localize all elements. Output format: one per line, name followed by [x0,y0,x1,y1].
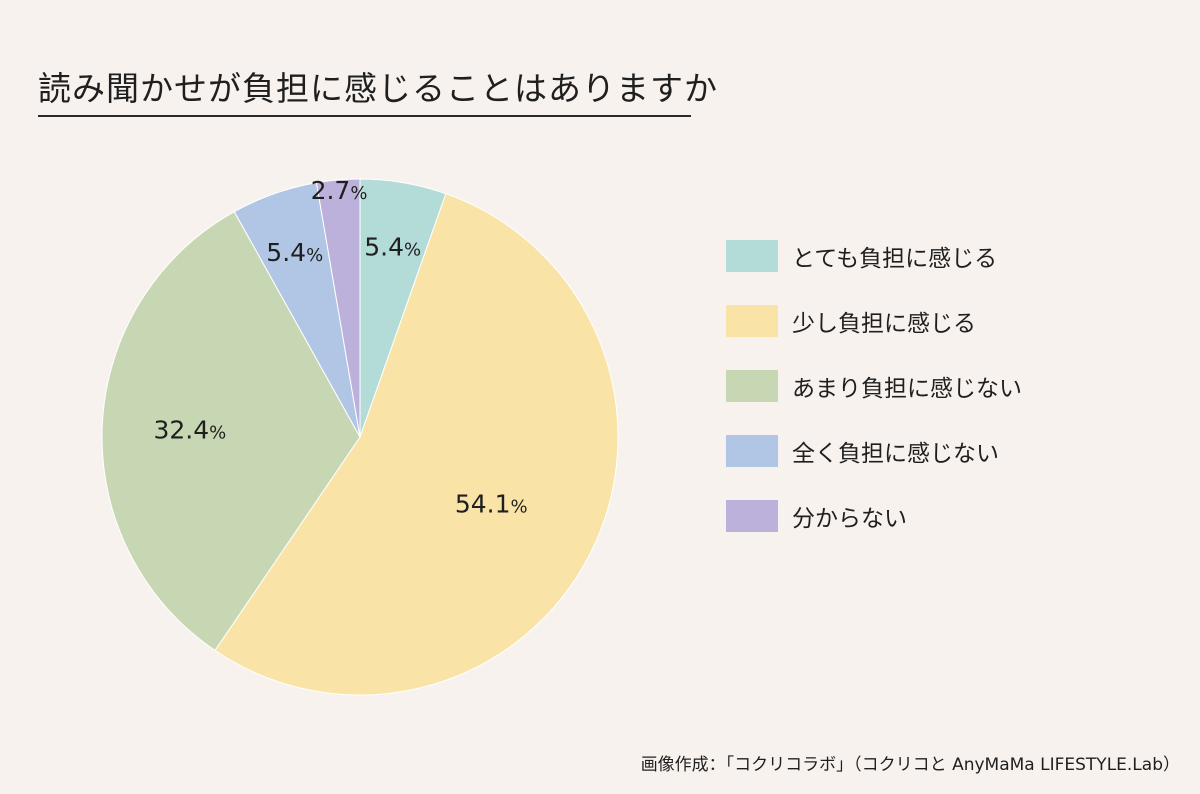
pie-slice [214,193,619,696]
image-credit: 画像作成：「コクリコラボ」（コクリコと AnyMaMa LIFESTYLE.La… [640,755,1180,775]
legend-item: 全く負担に感じない [726,435,1022,467]
slice-value-label: 5.4% [266,238,323,267]
legend-label: あまり負担に感じない [792,376,1022,402]
legend-swatch [726,500,778,532]
legend-swatch [726,305,778,337]
legend-item: 分からない [726,500,1022,532]
slice-value-label: 54.1% [455,489,528,518]
slice-value-label: 2.7% [311,176,368,205]
title-underline [38,115,691,117]
legend-label: 分からない [792,506,907,532]
legend-swatch [726,370,778,402]
slice-value-label: 32.4% [153,416,226,445]
chart-title: 読み聞かせが負担に感じることはありますか [38,69,718,108]
legend-swatch [726,240,778,272]
legend-item: あまり負担に感じない [726,370,1022,402]
legend: とても負担に感じる 少し負担に感じるあまり負担に感じない 全く負担に感じない 分からな… [726,240,1022,565]
pie-slice [101,211,361,652]
legend-item: とても負担に感じる [726,240,1022,272]
legend-label: とても負担に感じる [792,246,998,272]
legend-label: 少し負担に感じる [792,311,976,337]
legend-item: 少し負担に感じる [726,305,1022,337]
legend-swatch [726,435,778,467]
legend-label: 全く負担に感じない [792,441,999,467]
slice-value-label: 5.4% [364,232,421,261]
pie-slice [315,178,361,438]
